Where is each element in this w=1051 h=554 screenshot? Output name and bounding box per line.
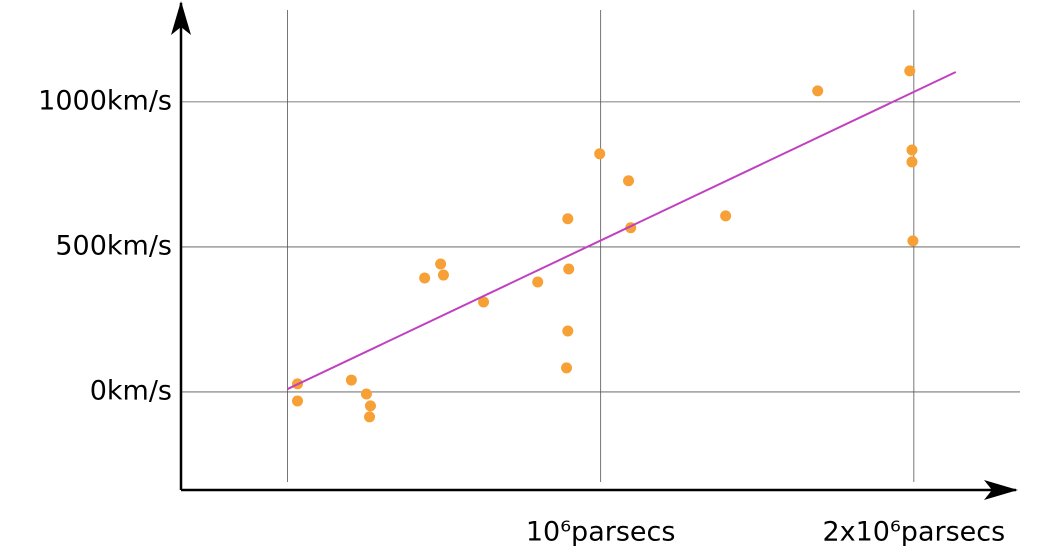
point xyxy=(906,144,918,156)
point xyxy=(563,263,575,275)
point xyxy=(562,213,574,225)
point xyxy=(364,400,376,412)
grid xyxy=(181,10,1020,482)
point xyxy=(532,276,544,288)
point xyxy=(292,395,304,407)
point xyxy=(478,296,490,308)
point xyxy=(364,411,376,423)
point xyxy=(437,269,449,281)
point xyxy=(435,258,447,270)
point xyxy=(594,148,606,160)
x-tick-label: 2x10⁶parsecs xyxy=(822,517,1005,548)
point xyxy=(623,175,635,187)
point xyxy=(904,65,916,77)
point xyxy=(561,362,573,374)
point xyxy=(562,325,574,337)
point xyxy=(345,374,357,386)
marks xyxy=(287,65,957,423)
point xyxy=(720,210,732,222)
fit-line xyxy=(287,71,957,390)
y-tick-label: 1000km/s xyxy=(38,85,172,116)
point xyxy=(360,388,372,400)
point xyxy=(419,272,431,284)
x-tick-label: 10⁶parsecs xyxy=(526,517,676,548)
point xyxy=(907,235,919,247)
y-tick-label: 500km/s xyxy=(55,230,172,261)
y-tick-label: 0km/s xyxy=(90,375,172,406)
point xyxy=(906,156,918,168)
point xyxy=(812,85,824,97)
